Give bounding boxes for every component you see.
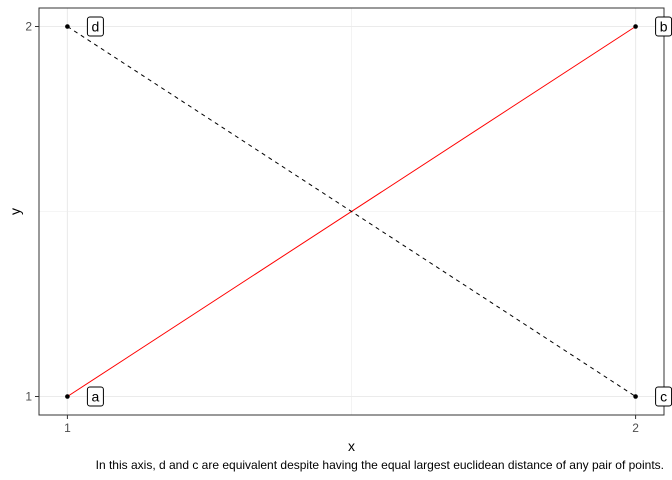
segments (67, 26, 636, 397)
point-labels: a b c d (86, 16, 672, 407)
point-label-c: c (655, 386, 672, 407)
x-tick-label: 2 (632, 421, 639, 435)
y-axis-title: y (7, 208, 23, 215)
segment-d-c (67, 26, 636, 397)
caption: In this axis, d and c are equivalent des… (95, 458, 664, 472)
point-label-text: c (660, 389, 667, 405)
panel-border (38, 7, 665, 416)
y-tick-label: 1 (25, 390, 32, 404)
x-tick-label: 1 (64, 421, 71, 435)
point-label-text: d (92, 19, 100, 35)
point-d (65, 24, 70, 29)
point-label-box (86, 386, 104, 407)
point-label-a: a (86, 386, 104, 407)
x-axis-title: x (348, 438, 355, 454)
points (65, 24, 638, 399)
y-axis-ticks: 12 (25, 20, 39, 404)
point-c (633, 394, 638, 399)
point-b (633, 24, 638, 29)
point-label-b: b (655, 16, 672, 37)
y-tick-label: 2 (25, 20, 32, 34)
point-a (65, 394, 70, 399)
point-label-text: b (660, 19, 668, 35)
point-label-d: d (86, 16, 104, 37)
point-label-box (86, 16, 104, 37)
point-label-text: a (92, 389, 100, 405)
